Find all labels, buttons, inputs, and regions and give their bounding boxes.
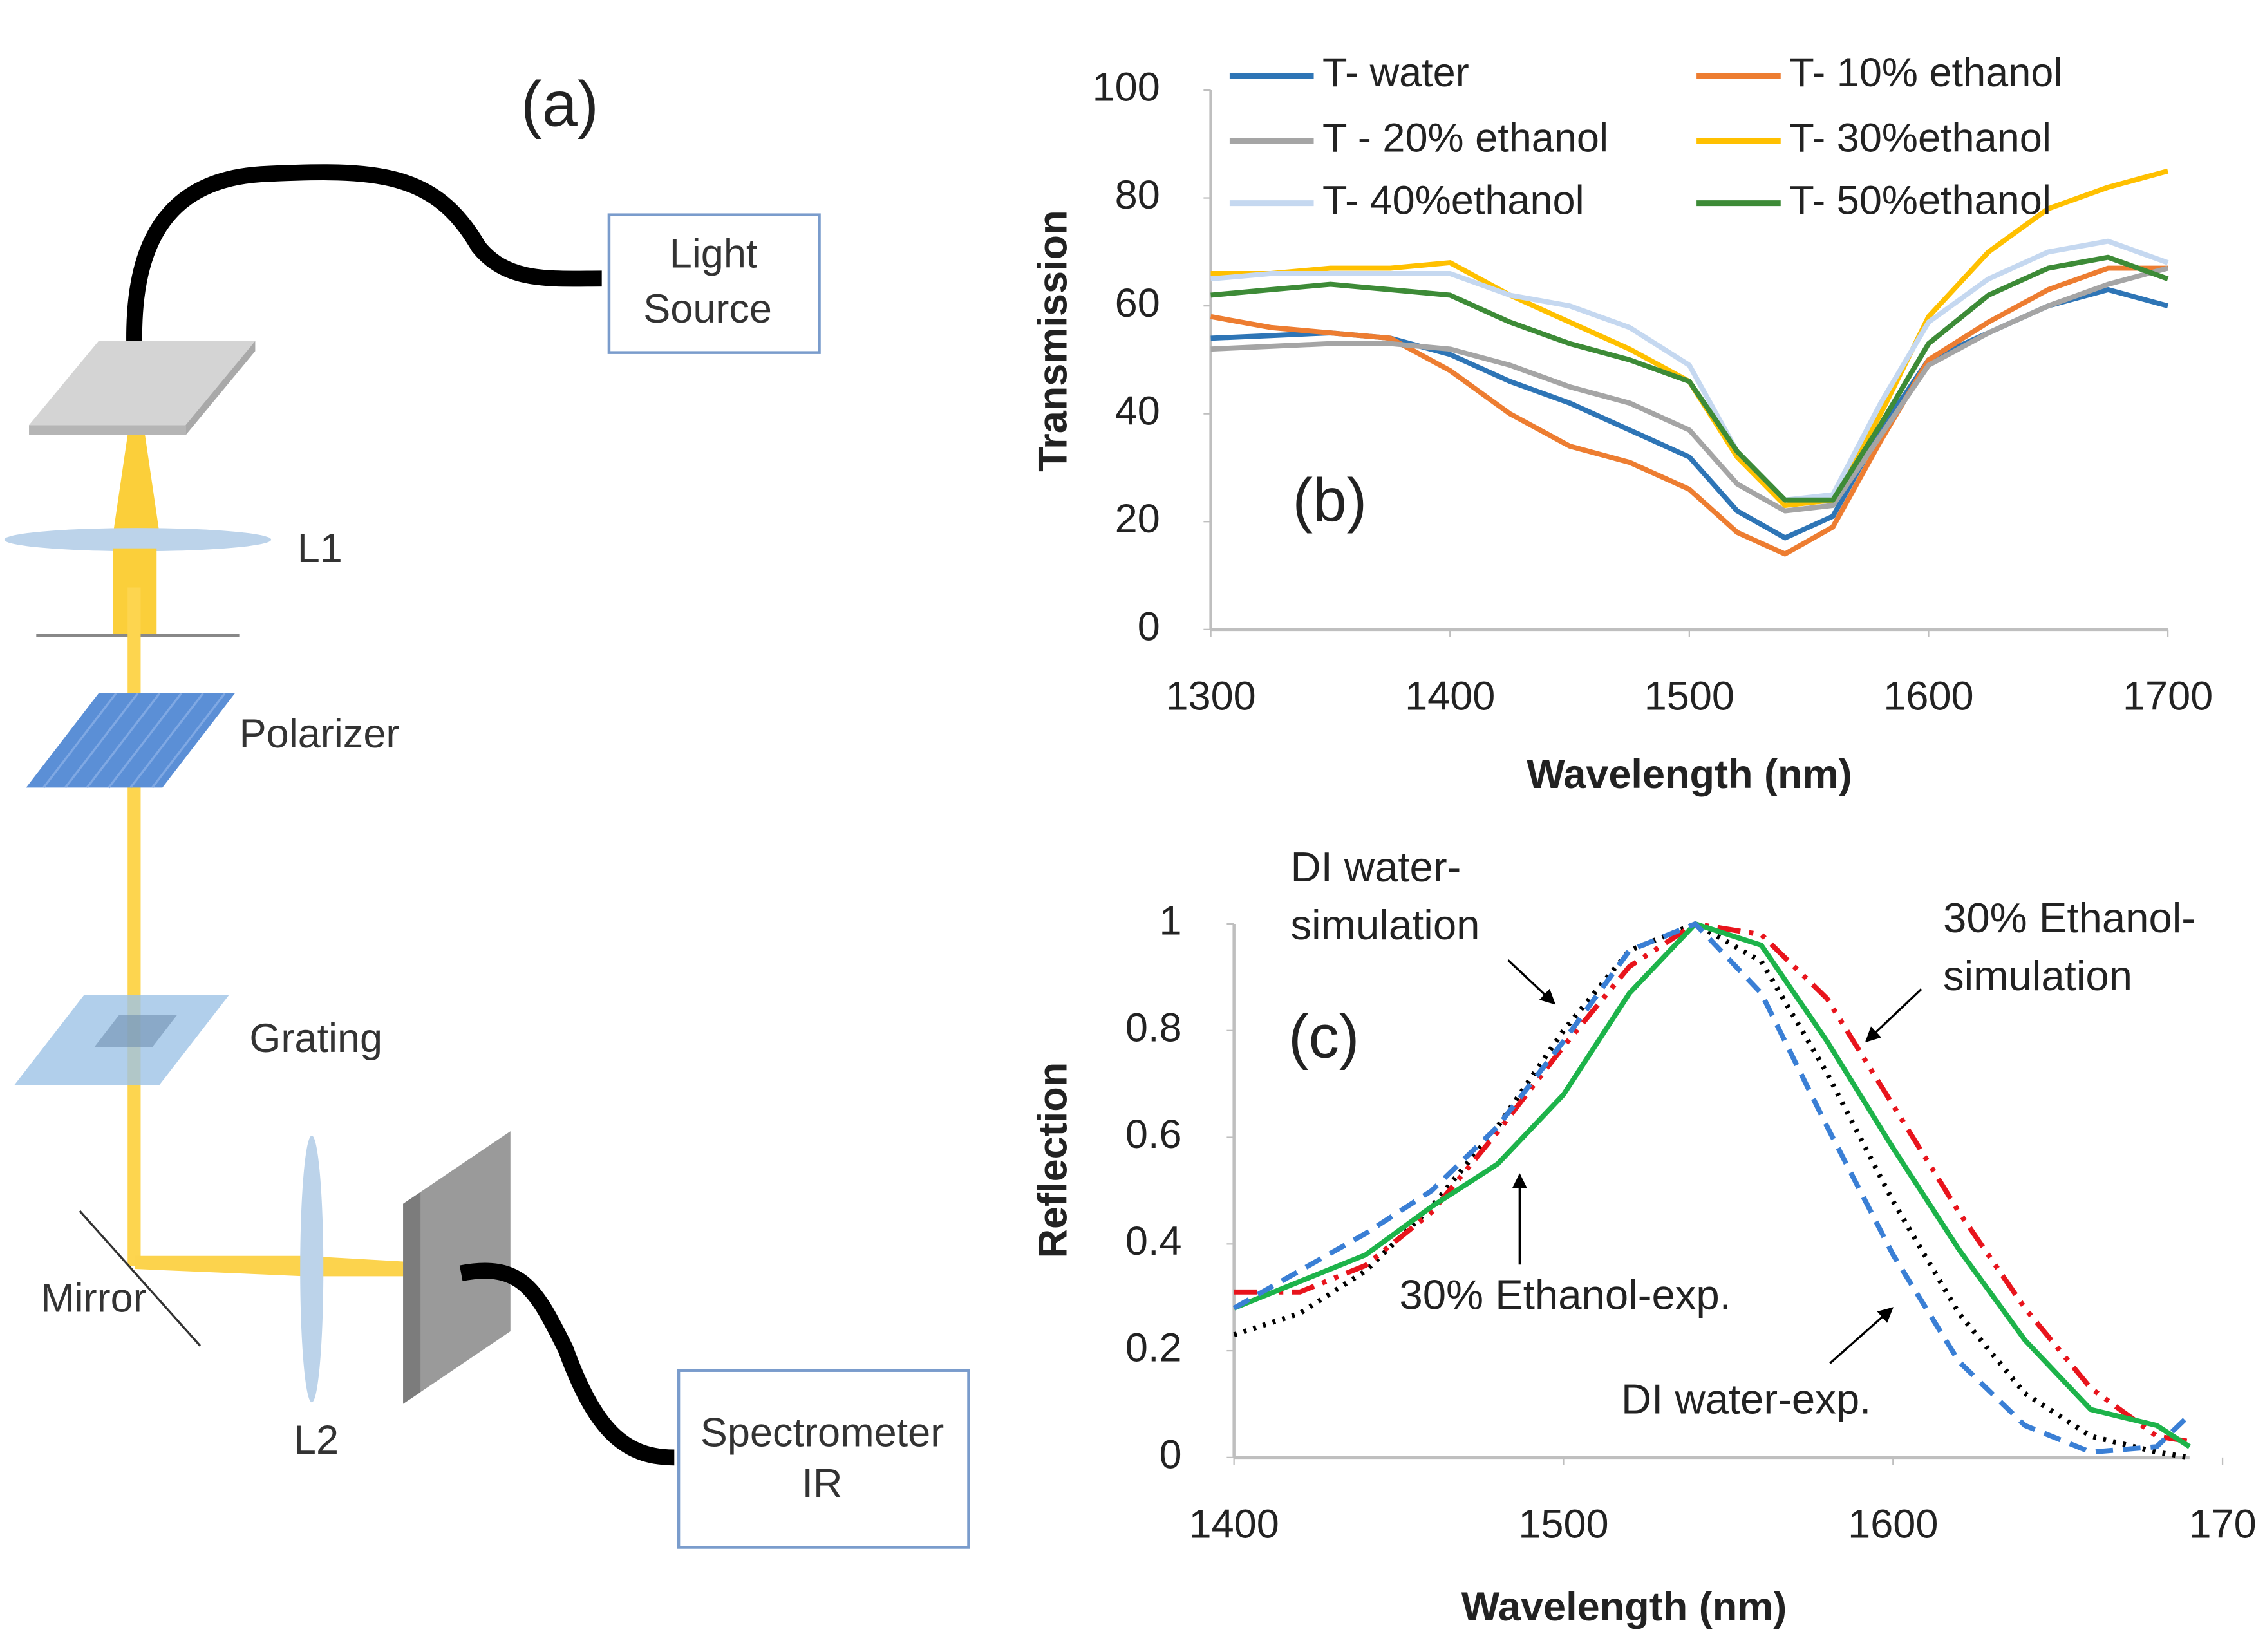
annotation: simulation (1943, 952, 2132, 999)
x-tick-label: 1600 (1848, 1502, 1938, 1547)
y-tick-label: 100 (1093, 65, 1160, 110)
legend-label: T- 10% ethanol (1789, 50, 2062, 95)
mirror (79, 1210, 202, 1347)
polarizer (26, 693, 235, 788)
legend-label: T- water (1322, 50, 1469, 95)
polarizer-lines (42, 692, 226, 789)
annotation: simulation (1290, 901, 1480, 948)
x-tick-label: 1300 (1165, 674, 1255, 719)
annotation-arrow (1507, 959, 1556, 1005)
panel-label: (a) (521, 68, 599, 139)
series-line (1210, 265, 2169, 514)
series-line (1233, 921, 2192, 1449)
plate-side (185, 341, 256, 436)
y-tick-label: 0.2 (1125, 1326, 1182, 1371)
x-tick-label: 1600 (1883, 674, 1973, 719)
y-tick-label: 0.4 (1125, 1219, 1182, 1264)
y-tick-label: 20 (1115, 496, 1160, 541)
grating-center (94, 1015, 177, 1047)
beam (135, 1255, 406, 1277)
y-tick-label: 0.6 (1125, 1112, 1182, 1157)
annotation: 30% Ethanol- (1943, 894, 2195, 941)
annotation-arrow (1865, 988, 1922, 1043)
annotation: 30% Ethanol-exp. (1399, 1271, 1731, 1318)
label: IR (802, 1461, 842, 1507)
beam (113, 435, 160, 534)
y-tick-label: 0.8 (1125, 1005, 1182, 1050)
label: L2 (294, 1418, 339, 1463)
annotation-arrow (1829, 1307, 1894, 1364)
series-line (1234, 921, 2190, 1444)
label: Source (643, 286, 772, 332)
series-line (1210, 254, 2169, 503)
y-tick-label: 80 (1115, 173, 1160, 218)
fiber (126, 164, 602, 364)
beam (127, 587, 141, 1266)
y-tick-label: 60 (1115, 281, 1160, 326)
y-axis-title: Reflection (1030, 1062, 1075, 1259)
x-tick-label: 170 (2188, 1502, 2256, 1547)
label: Light (670, 232, 758, 277)
x-axis-title: Wavelength (nm) (1461, 1584, 1787, 1629)
annotation: DI water- (1290, 843, 1461, 890)
x-tick-label: 1500 (1644, 674, 1734, 719)
detector-side (403, 1192, 421, 1404)
lens-l1 (4, 528, 272, 552)
series-line (1210, 265, 2168, 557)
legend-label: T- 40%ethanol (1322, 178, 1584, 223)
y-tick-label: 40 (1115, 388, 1160, 433)
series-line (1210, 238, 2169, 503)
label: Polarizer (240, 711, 400, 756)
chart: 0 0.2 0.4 0.6 0.8 1 1400 1500 1600 170 Wavelength … (1030, 843, 2256, 1629)
chart: 0 20 40 60 80 100 1300 1400 1500 1600 1700 Waveleng… (1030, 50, 2213, 797)
y-axis-title: Transmission (1030, 210, 1075, 471)
y-tick-label: 1 (1159, 899, 1181, 944)
detector (403, 1131, 511, 1404)
legend-label: T- 50%ethanol (1789, 178, 2051, 223)
light-source-box (607, 213, 821, 354)
y-tick-label: 0 (1159, 1432, 1181, 1478)
plate (29, 341, 256, 426)
x-tick-label: 1400 (1405, 674, 1495, 719)
label: Mirror (41, 1275, 147, 1320)
plate-edge (29, 425, 186, 436)
lens-l2 (300, 1135, 324, 1403)
legend-label: T- 30%ethanol (1789, 115, 2051, 160)
setup-diagram: (a) Light Source L1 Polarizer Grating Mi… (4, 68, 970, 1549)
x-tick-label: 1700 (2123, 674, 2213, 719)
series-line (1232, 921, 2192, 1455)
spectrometer-box (677, 1369, 970, 1549)
annotation: DI water-exp. (1621, 1376, 1871, 1423)
fiber (459, 1262, 675, 1466)
panel-label: (c) (1288, 1002, 1359, 1071)
label: Grating (249, 1016, 382, 1061)
x-tick-label: 1400 (1189, 1502, 1279, 1547)
x-axis-title: Wavelength (nm) (1527, 752, 1852, 797)
label: L1 (297, 526, 343, 571)
panel-label: (b) (1293, 466, 1367, 534)
legend-label: T - 20% ethanol (1322, 115, 1608, 160)
x-tick-label: 1500 (1518, 1502, 1608, 1547)
label: Spectrometer (700, 1411, 944, 1456)
y-tick-label: 0 (1138, 604, 1160, 649)
